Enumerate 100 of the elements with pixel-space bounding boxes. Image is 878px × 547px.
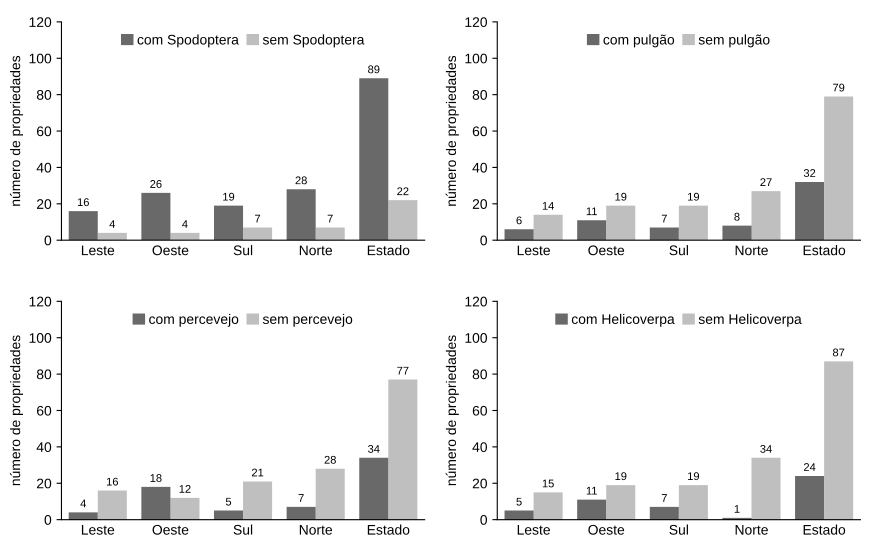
data-label: 16 <box>106 478 118 486</box>
x-tick-label: Sul <box>234 524 252 535</box>
data-label: 19 <box>223 192 234 201</box>
bar <box>534 214 563 240</box>
bar <box>650 506 679 520</box>
y-tick-label: 40 <box>472 162 488 173</box>
x-tick-label: Estado <box>804 245 846 256</box>
bar <box>388 380 418 520</box>
data-label: 5 <box>226 498 232 506</box>
y-axis-title: número de propriedades <box>446 56 459 206</box>
y-tick-label: 60 <box>472 406 488 416</box>
data-label: 7 <box>298 494 304 502</box>
legend-label: com percevejo <box>149 314 238 327</box>
bar <box>359 458 388 520</box>
y-tick-label: 120 <box>465 296 488 306</box>
data-label: 34 <box>368 444 380 453</box>
x-tick-label: Sul <box>669 524 688 535</box>
data-label: 8 <box>734 212 740 221</box>
x-tick-label: Norte <box>300 246 332 256</box>
data-label: 4 <box>109 220 116 228</box>
x-tick-label: Oeste <box>588 524 624 535</box>
legend-label: com pulgão <box>603 34 674 48</box>
data-label: 5 <box>516 498 522 506</box>
x-tick-label: Oeste <box>152 245 188 256</box>
y-axis-title: número de propriedades <box>10 56 24 206</box>
bar <box>141 486 170 520</box>
x-tick-label: Oeste <box>588 245 624 256</box>
data-label: 16 <box>78 198 89 206</box>
y-tick-label: 120 <box>30 17 52 28</box>
bar <box>678 206 708 240</box>
data-label: 6 <box>516 216 522 224</box>
legend-label: com Helicoverpa <box>572 314 675 327</box>
bar <box>650 227 679 240</box>
data-label: 1 <box>734 505 740 513</box>
y-tick-label: 20 <box>472 478 488 488</box>
x-tick-label: Norte <box>736 246 768 256</box>
bar <box>286 506 316 520</box>
y-tick-label: 80 <box>36 369 52 380</box>
data-label: 15 <box>542 480 554 488</box>
data-label: 24 <box>804 463 816 471</box>
data-label: 28 <box>296 176 307 184</box>
data-label: 89 <box>368 65 380 74</box>
x-tick-label: Leste <box>518 246 550 256</box>
y-tick-label: 120 <box>30 296 52 306</box>
y-tick-label: 40 <box>36 442 52 452</box>
data-label: 14 <box>542 202 554 210</box>
y-tick-label: 80 <box>472 369 488 380</box>
bar <box>751 458 781 520</box>
y-tick-label: 80 <box>36 90 52 100</box>
x-tick-label: Sul <box>669 245 688 256</box>
data-label: 4 <box>182 220 188 228</box>
bar <box>606 206 636 240</box>
bar <box>316 468 345 520</box>
data-label: 18 <box>150 474 162 482</box>
x-tick-label: Leste <box>82 525 114 535</box>
data-label: 28 <box>324 456 336 464</box>
data-label: 19 <box>688 472 700 480</box>
bar <box>824 96 854 240</box>
x-tick-label: Estado <box>368 524 410 535</box>
data-label: 7 <box>255 214 260 222</box>
legend-label: sem pulgão <box>698 34 770 48</box>
data-label: 26 <box>150 180 162 188</box>
y-tick-label: 20 <box>36 478 52 488</box>
x-tick-label: Sul <box>234 245 252 256</box>
bar <box>577 500 606 520</box>
y-tick-label: 0 <box>44 236 52 246</box>
bar <box>214 206 244 240</box>
x-tick-label: Oeste <box>152 524 188 535</box>
x-tick-label: Leste <box>82 246 114 256</box>
bar <box>751 191 781 240</box>
bar <box>68 211 98 240</box>
bar <box>214 510 244 520</box>
y-tick-label: 100 <box>465 54 488 64</box>
bar <box>316 227 345 240</box>
bar <box>98 490 127 520</box>
bar <box>243 227 272 240</box>
x-tick-label: Norte <box>736 525 768 535</box>
y-tick-label: 100 <box>30 333 52 343</box>
data-label: 87 <box>832 348 844 356</box>
y-tick-label: 0 <box>480 236 488 246</box>
y-tick-label: 20 <box>36 199 52 209</box>
y-tick-label: 40 <box>36 162 52 173</box>
bar <box>678 485 708 520</box>
data-label: 21 <box>252 468 264 476</box>
bar <box>68 512 98 520</box>
y-tick-label: 60 <box>36 406 52 416</box>
data-label: 7 <box>662 214 667 222</box>
bar <box>577 220 606 240</box>
bar <box>606 485 636 520</box>
bar <box>504 229 534 240</box>
bar <box>170 498 200 520</box>
y-tick-label: 100 <box>465 333 488 343</box>
bar <box>795 182 824 240</box>
data-label: 7 <box>328 214 333 222</box>
x-tick-label: Estado <box>804 524 846 535</box>
y-tick-label: 40 <box>472 442 488 452</box>
bar <box>359 78 388 240</box>
data-label: 11 <box>586 486 597 495</box>
data-label: 79 <box>833 84 844 92</box>
data-label: 32 <box>804 169 816 178</box>
